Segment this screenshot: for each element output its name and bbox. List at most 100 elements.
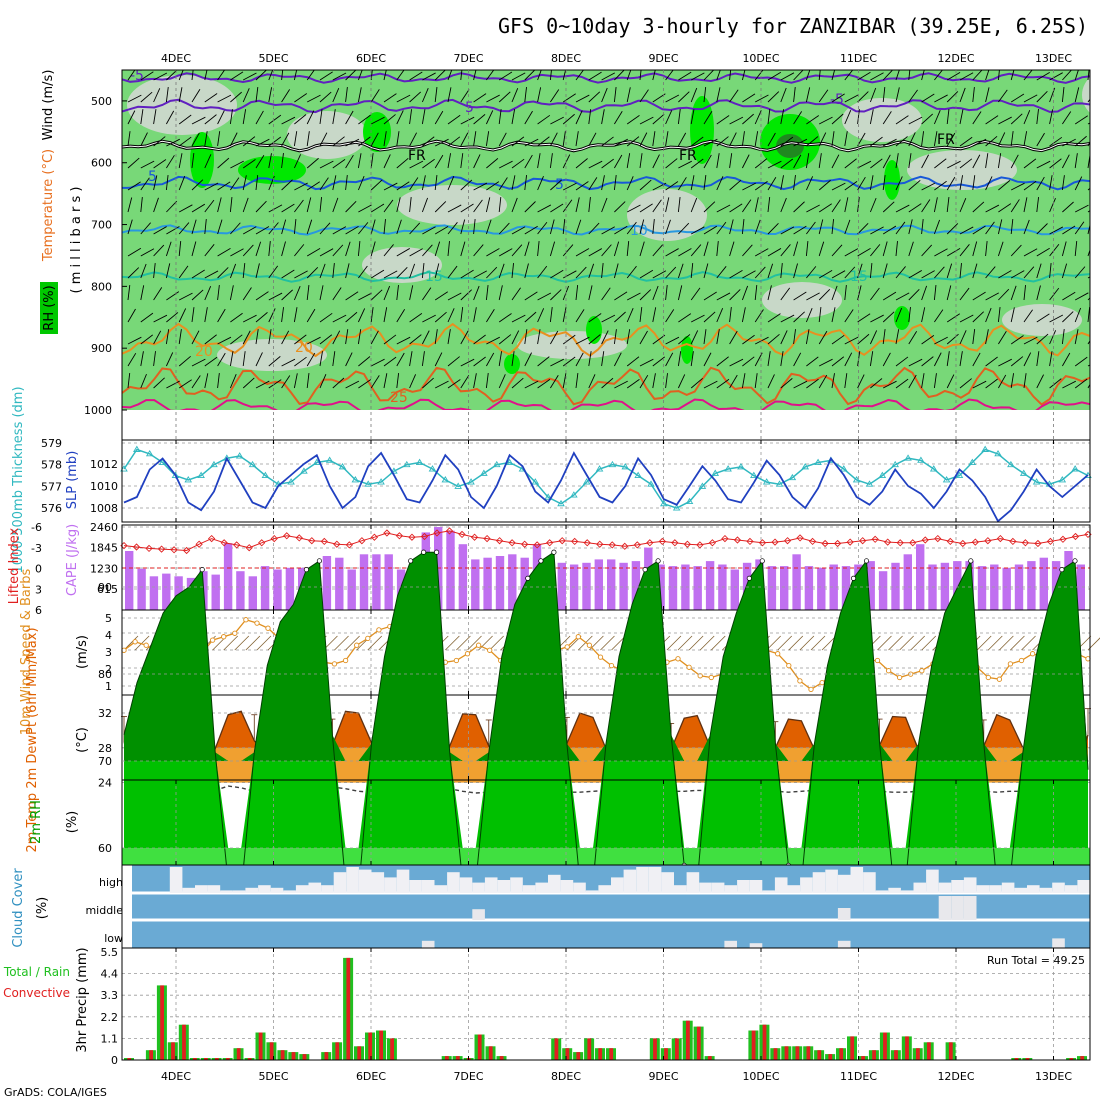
wind-barb: [562, 70, 567, 81]
upper-air-rh-label: RH (%): [42, 285, 57, 330]
wind-barb: [946, 132, 956, 147]
wind10-barb: [710, 635, 726, 651]
wind-barb: [767, 285, 772, 301]
precip-convective-bar: [280, 1050, 285, 1060]
wind-barb: [972, 311, 985, 323]
wind-barb: [882, 241, 888, 257]
freezing-level-highlight: [122, 140, 1090, 152]
wind-barb: [985, 87, 990, 103]
wind-barb: [831, 199, 841, 213]
wind-barb: [549, 219, 555, 235]
upper-air-p-label: ( m i l l i b a r s ): [69, 187, 84, 294]
wind-barb: [985, 329, 989, 345]
cape-bar: [335, 557, 344, 610]
wind-barb: [767, 132, 776, 147]
precip-convective-bar: [302, 1054, 307, 1060]
thickness-point: [698, 482, 707, 489]
wind-barb: [537, 308, 545, 323]
wind-barb: [140, 285, 145, 301]
precip-convective-bar: [609, 1048, 614, 1060]
wind-barb: [997, 219, 1003, 235]
wind-barb: [742, 113, 754, 125]
precip-convective-bar: [773, 1048, 778, 1060]
wind-barb: [153, 314, 168, 323]
wind-barb: [741, 219, 745, 235]
precip-convective-bar: [258, 1032, 263, 1060]
wind-barb: [460, 289, 473, 301]
cloud-high-bar: [484, 877, 498, 893]
wind-barb: [997, 132, 1006, 147]
wind-barb: [268, 292, 283, 301]
wind-barb: [293, 307, 298, 323]
wind-barb: [754, 285, 758, 301]
li-point: [170, 546, 178, 554]
li-point: [959, 539, 967, 548]
wind-barb: [857, 91, 869, 103]
precip-convective-bar: [357, 1046, 362, 1060]
cloud-high-bar: [396, 869, 410, 893]
li-point: [470, 533, 479, 541]
wind10-point: [143, 642, 149, 648]
wind-barb: [729, 241, 735, 257]
wind-barb: [319, 71, 333, 81]
li-point: [258, 539, 266, 547]
wind-barb: [985, 204, 1000, 213]
cloud-high-bar: [636, 867, 649, 893]
thickness-point: [775, 480, 784, 487]
thickness-point: [184, 476, 193, 483]
wind-barb: [306, 131, 310, 147]
wind-barb: [127, 94, 142, 103]
wind-barb: [677, 374, 686, 389]
wind-barb: [447, 136, 461, 147]
thickness-point: [891, 460, 899, 468]
wind-barb: [869, 197, 877, 213]
thickness-point: [1071, 465, 1079, 472]
wind-barb: [230, 222, 241, 235]
wind-barb: [1087, 248, 1090, 257]
precip-convective-bar: [368, 1032, 373, 1060]
wind-barb: [293, 131, 298, 147]
wind-barb: [460, 241, 466, 257]
li-point: [821, 539, 829, 548]
wind-barb: [729, 307, 732, 323]
wind-barb: [575, 309, 585, 323]
thickness-point: [968, 458, 977, 465]
temp-contour-15: [122, 271, 1090, 283]
wind-barb: [1010, 219, 1014, 235]
li-point: [207, 534, 216, 543]
rh2-point: [551, 549, 557, 555]
wind-barb: [972, 87, 975, 103]
wind-barb: [1049, 378, 1062, 389]
wind-barb: [1023, 352, 1032, 367]
wind-barb: [434, 291, 449, 301]
wind-barb: [485, 285, 489, 301]
y-tick-label: 1230: [90, 562, 118, 575]
wind-barb: [626, 115, 640, 125]
wind-barb: [511, 377, 524, 389]
wind-barb: [447, 265, 458, 279]
wind-barb: [191, 203, 206, 213]
wind-barb: [882, 138, 897, 147]
wind-barb: [626, 356, 640, 367]
wind-barb: [524, 380, 539, 389]
wind-barb: [383, 219, 386, 235]
wind10-point: [1018, 657, 1025, 664]
rh-moist-region: [238, 156, 306, 184]
wind-barb: [754, 158, 768, 169]
wind-barb: [946, 247, 961, 257]
rh-moist-region: [884, 160, 900, 200]
wind-barb: [575, 110, 583, 125]
wind-barb: [652, 270, 667, 279]
cloud-high-bar: [421, 880, 435, 893]
wind-barb: [588, 132, 597, 147]
wind-barb: [281, 375, 291, 389]
wind-barb: [409, 132, 417, 147]
rh-dry-region: [907, 150, 1017, 190]
thickness-label: 1000-500mb Thickness (dm): [11, 386, 26, 573]
bottom-date-label: 12DEC: [937, 1070, 974, 1083]
wind-barb: [588, 248, 603, 257]
wind10-point: [243, 617, 249, 623]
wind-barb: [204, 356, 218, 367]
wind-barb: [665, 248, 679, 257]
wind-barb: [473, 93, 487, 103]
